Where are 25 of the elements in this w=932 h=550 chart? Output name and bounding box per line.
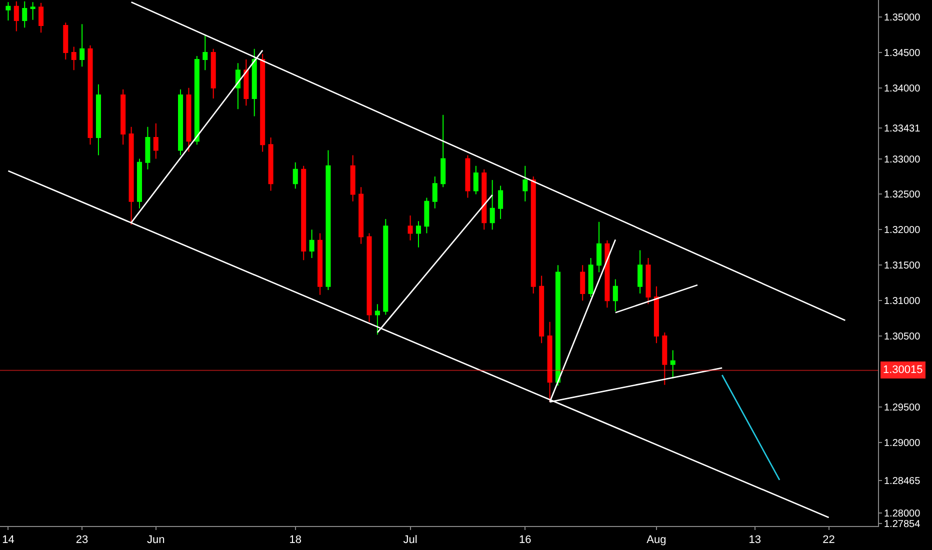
y-tick-label: 1.31500 — [884, 260, 921, 272]
y-tick-label: 1.27854 — [884, 519, 921, 530]
y-tick-label: 1.32500 — [884, 190, 921, 201]
x-tick-label: Aug — [646, 534, 666, 546]
x-tick-label: Jun — [147, 534, 165, 546]
y-tick-label: 1.28000 — [884, 508, 921, 520]
y-tick-label: 1.33000 — [884, 154, 921, 166]
y-tick-label: 1.34500 — [884, 48, 921, 59]
y-tick-label: 1.28465 — [884, 476, 921, 487]
x-tick-label: 13 — [748, 534, 762, 546]
y-tick-label: 1.34000 — [884, 83, 921, 94]
x-tick-label: 18 — [289, 534, 302, 546]
y-tick-label: 1.31000 — [884, 296, 921, 308]
y-tick-label: 1.33431 — [884, 124, 921, 135]
x-tick-label: Jul — [403, 534, 418, 546]
x-tick-label: 14 — [2, 534, 14, 546]
y-tick-label: 1.32000 — [884, 225, 921, 236]
y-tick-label: 1.29500 — [884, 402, 921, 414]
x-tick-label: 23 — [76, 534, 88, 546]
y-tick-label: 1.29000 — [884, 438, 921, 449]
y-tick-label: 1.30500 — [884, 332, 921, 343]
x-tick-label: 16 — [519, 534, 532, 546]
ref-line-label: 1.30015 — [883, 364, 923, 376]
y-tick-label: 1.35000 — [884, 12, 921, 24]
x-tick-label: 22 — [822, 534, 835, 546]
